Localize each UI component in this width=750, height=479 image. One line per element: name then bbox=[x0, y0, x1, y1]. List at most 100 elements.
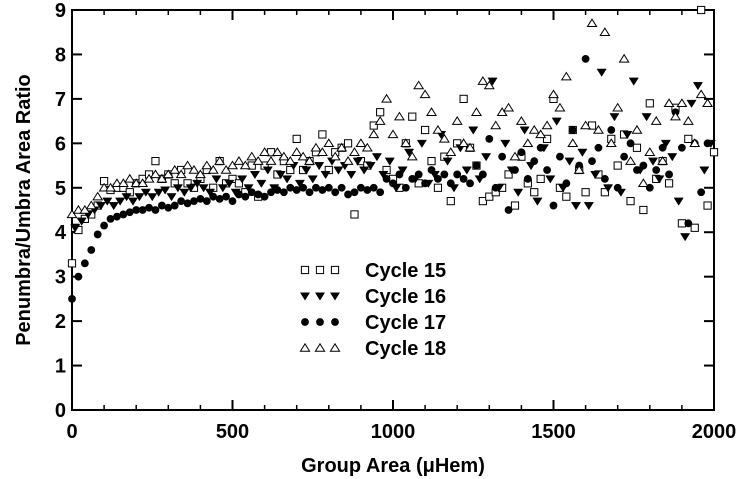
data-point bbox=[408, 174, 417, 183]
data-point bbox=[522, 138, 534, 148]
data-point bbox=[511, 166, 519, 174]
data-point bbox=[478, 170, 487, 179]
data-point bbox=[421, 125, 430, 135]
data-point bbox=[164, 203, 173, 212]
data-point bbox=[299, 183, 308, 192]
data-point bbox=[401, 183, 410, 192]
data-point bbox=[153, 188, 164, 197]
data-point bbox=[416, 139, 427, 148]
data-point bbox=[292, 186, 301, 194]
data-point bbox=[320, 170, 331, 180]
data-point bbox=[249, 170, 261, 180]
data-point bbox=[400, 138, 412, 148]
data-point bbox=[403, 148, 415, 157]
data-point bbox=[233, 156, 245, 165]
data-point bbox=[622, 130, 633, 140]
data-point bbox=[472, 161, 481, 170]
data-point bbox=[632, 143, 642, 152]
data-point bbox=[185, 184, 196, 193]
data-point bbox=[214, 156, 226, 165]
data-point bbox=[307, 175, 318, 184]
data-point bbox=[384, 157, 395, 166]
data-point bbox=[194, 169, 206, 179]
data-point bbox=[389, 179, 397, 188]
data-point bbox=[224, 179, 235, 188]
data-point bbox=[121, 193, 132, 202]
data-point bbox=[620, 152, 629, 161]
data-point bbox=[355, 138, 367, 148]
data-point bbox=[220, 164, 232, 174]
data-point bbox=[702, 98, 714, 108]
legend-marker bbox=[329, 342, 341, 352]
y-tick-label: 7 bbox=[55, 89, 66, 111]
legend-marker bbox=[299, 342, 311, 352]
data-point bbox=[254, 190, 263, 199]
data-point bbox=[115, 197, 126, 206]
data-point bbox=[491, 183, 500, 192]
data-point bbox=[350, 188, 359, 197]
data-point bbox=[466, 179, 474, 188]
data-point bbox=[207, 164, 219, 174]
data-point bbox=[70, 224, 81, 233]
data-point bbox=[92, 191, 104, 201]
data-point bbox=[234, 179, 244, 188]
data-point bbox=[554, 102, 566, 112]
legend: Cycle 15 Cycle 16 Cycle 17 Cycle 18 bbox=[299, 260, 446, 360]
data-point bbox=[586, 18, 598, 28]
data-point bbox=[562, 192, 571, 201]
y-tick-label: 4 bbox=[55, 222, 67, 244]
data-point bbox=[387, 129, 399, 139]
data-point bbox=[641, 113, 652, 122]
data-point bbox=[393, 111, 405, 121]
data-point bbox=[577, 148, 588, 157]
data-point bbox=[217, 184, 228, 193]
data-point bbox=[169, 164, 181, 174]
data-point bbox=[697, 5, 706, 15]
data-point bbox=[170, 201, 179, 210]
data-point bbox=[541, 120, 553, 130]
data-point bbox=[500, 139, 511, 148]
data-point bbox=[350, 210, 359, 219]
legend-marker bbox=[301, 318, 309, 326]
data-point bbox=[645, 99, 654, 108]
data-point bbox=[294, 179, 305, 188]
data-point bbox=[278, 151, 290, 161]
legend-label: Cycle 15 bbox=[365, 260, 446, 282]
data-point bbox=[542, 134, 552, 143]
data-point bbox=[106, 214, 115, 223]
legend-marker bbox=[329, 292, 341, 301]
data-point bbox=[297, 151, 309, 161]
data-point bbox=[228, 197, 237, 206]
data-point bbox=[241, 192, 250, 201]
data-point bbox=[637, 178, 649, 188]
data-point bbox=[279, 188, 288, 197]
legend-marker bbox=[314, 342, 326, 352]
data-point bbox=[536, 174, 545, 183]
data-point bbox=[382, 174, 391, 183]
y-tick-label: 6 bbox=[55, 133, 66, 155]
data-point bbox=[312, 183, 320, 192]
data-point bbox=[369, 183, 378, 192]
legend-entry: Cycle 16 bbox=[299, 286, 446, 308]
x-tick-label: 1000 bbox=[371, 421, 416, 443]
data-point bbox=[222, 192, 230, 201]
data-point bbox=[515, 116, 527, 125]
data-point bbox=[519, 126, 530, 135]
data-point bbox=[677, 219, 686, 228]
data-point bbox=[686, 99, 697, 108]
data-point bbox=[631, 124, 643, 134]
data-point bbox=[433, 183, 443, 192]
data-point bbox=[669, 111, 681, 121]
data-point bbox=[291, 147, 303, 156]
data-points bbox=[66, 5, 719, 303]
legend-marker bbox=[331, 318, 339, 326]
y-tick-label: 1 bbox=[55, 356, 66, 378]
data-point bbox=[626, 197, 635, 206]
data-point bbox=[498, 152, 507, 161]
data-point bbox=[124, 173, 136, 183]
data-point bbox=[644, 147, 656, 156]
data-point bbox=[703, 139, 712, 148]
data-point bbox=[318, 186, 327, 194]
data-point bbox=[310, 142, 322, 152]
data-point bbox=[692, 82, 704, 91]
